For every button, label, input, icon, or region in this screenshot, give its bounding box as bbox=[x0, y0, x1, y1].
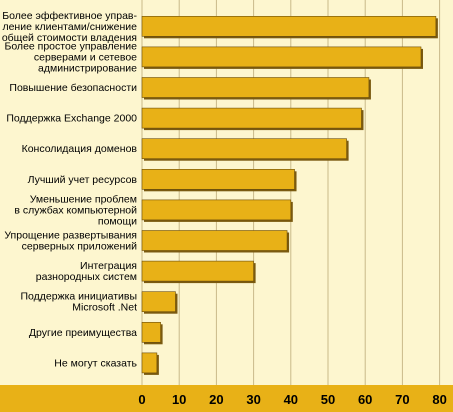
category-label-line: Интеграция bbox=[80, 260, 137, 272]
category-label-line: Не могут сказать bbox=[54, 357, 137, 369]
category-label-line: Более простое управление bbox=[4, 40, 137, 52]
category-label: Другие преимущества bbox=[29, 327, 137, 339]
category-label-line: серверных приложений bbox=[22, 241, 137, 253]
category-label: Упрощение развертывания серверных приложе… bbox=[4, 230, 137, 253]
bars bbox=[141, 15, 438, 375]
category-label-line: Уменьшение проблем bbox=[30, 193, 137, 205]
x-axis-band bbox=[0, 385, 453, 412]
x-tick-label-80: 80 bbox=[432, 392, 446, 407]
x-tick-label-30: 30 bbox=[246, 392, 260, 407]
category-label-line: Поддержка Exchange 2000 bbox=[6, 113, 137, 125]
category-label-line: Поддержка инициативы bbox=[20, 291, 137, 303]
x-tick-label-70: 70 bbox=[395, 392, 409, 407]
bar bbox=[141, 138, 347, 159]
category-label: Более эффективное управ-ление клиентами/… bbox=[2, 10, 138, 44]
category-label: Поддержка Exchange 2000 bbox=[6, 113, 137, 125]
bar bbox=[141, 230, 288, 251]
category-label-line: разнородных систем bbox=[36, 271, 137, 283]
category-label-line: администрирование bbox=[38, 62, 137, 74]
category-label-line: Другие преимущества bbox=[29, 327, 137, 339]
category-label-line: серверами и сетевое bbox=[34, 51, 137, 63]
x-tick-label-50: 50 bbox=[321, 392, 335, 407]
bar bbox=[141, 260, 254, 282]
category-label: Повышение безопасности bbox=[9, 82, 137, 94]
category-label: Уменьшение проблем в службах компьютерной… bbox=[14, 193, 137, 227]
category-labels: Более эффективное управ-ление клиентами/… bbox=[2, 10, 138, 370]
category-label: Консолидация доменов bbox=[22, 143, 138, 155]
bar bbox=[141, 352, 158, 374]
bar bbox=[141, 15, 437, 37]
category-label-line: помощи bbox=[98, 215, 137, 227]
bar bbox=[141, 321, 161, 343]
category-label-line: в службах компьютерной bbox=[14, 204, 137, 216]
category-label: Поддержка инициативы Microsoft .Net bbox=[20, 291, 137, 314]
category-label: Более простое управление серверами и сете… bbox=[4, 40, 137, 74]
bar bbox=[141, 77, 370, 98]
x-tick-label-20: 20 bbox=[209, 392, 223, 407]
category-label: Интеграция разнородных систем bbox=[36, 260, 137, 283]
x-tick-label-10: 10 bbox=[172, 392, 186, 407]
category-label-line: Повышение безопасности bbox=[9, 82, 137, 94]
bar bbox=[141, 169, 295, 190]
category-label-line: Консолидация доменов bbox=[22, 143, 138, 155]
category-label-line: Упрощение развертывания bbox=[4, 230, 137, 242]
category-label-line: Лучший учет ресурсов bbox=[28, 174, 138, 186]
bar bbox=[141, 291, 176, 313]
category-label-line: Более эффективное управ- bbox=[2, 10, 137, 22]
x-axis: 0 10 20 30 40 50 60 70 80 bbox=[0, 385, 453, 412]
category-label-line: ление клиентами/снижение bbox=[2, 21, 137, 33]
category-label: Лучший учет ресурсов bbox=[28, 174, 138, 186]
bar bbox=[141, 46, 422, 68]
bar bbox=[141, 107, 362, 129]
category-label-line: Microsoft .Net bbox=[72, 302, 137, 314]
x-tick-label-0: 0 bbox=[138, 392, 145, 407]
category-label-line: общей стоимости владения bbox=[2, 32, 137, 44]
x-tick-label-60: 60 bbox=[358, 392, 372, 407]
category-label: Не могут сказать bbox=[54, 357, 137, 369]
x-tick-label-40: 40 bbox=[284, 392, 298, 407]
bar bbox=[141, 199, 292, 221]
